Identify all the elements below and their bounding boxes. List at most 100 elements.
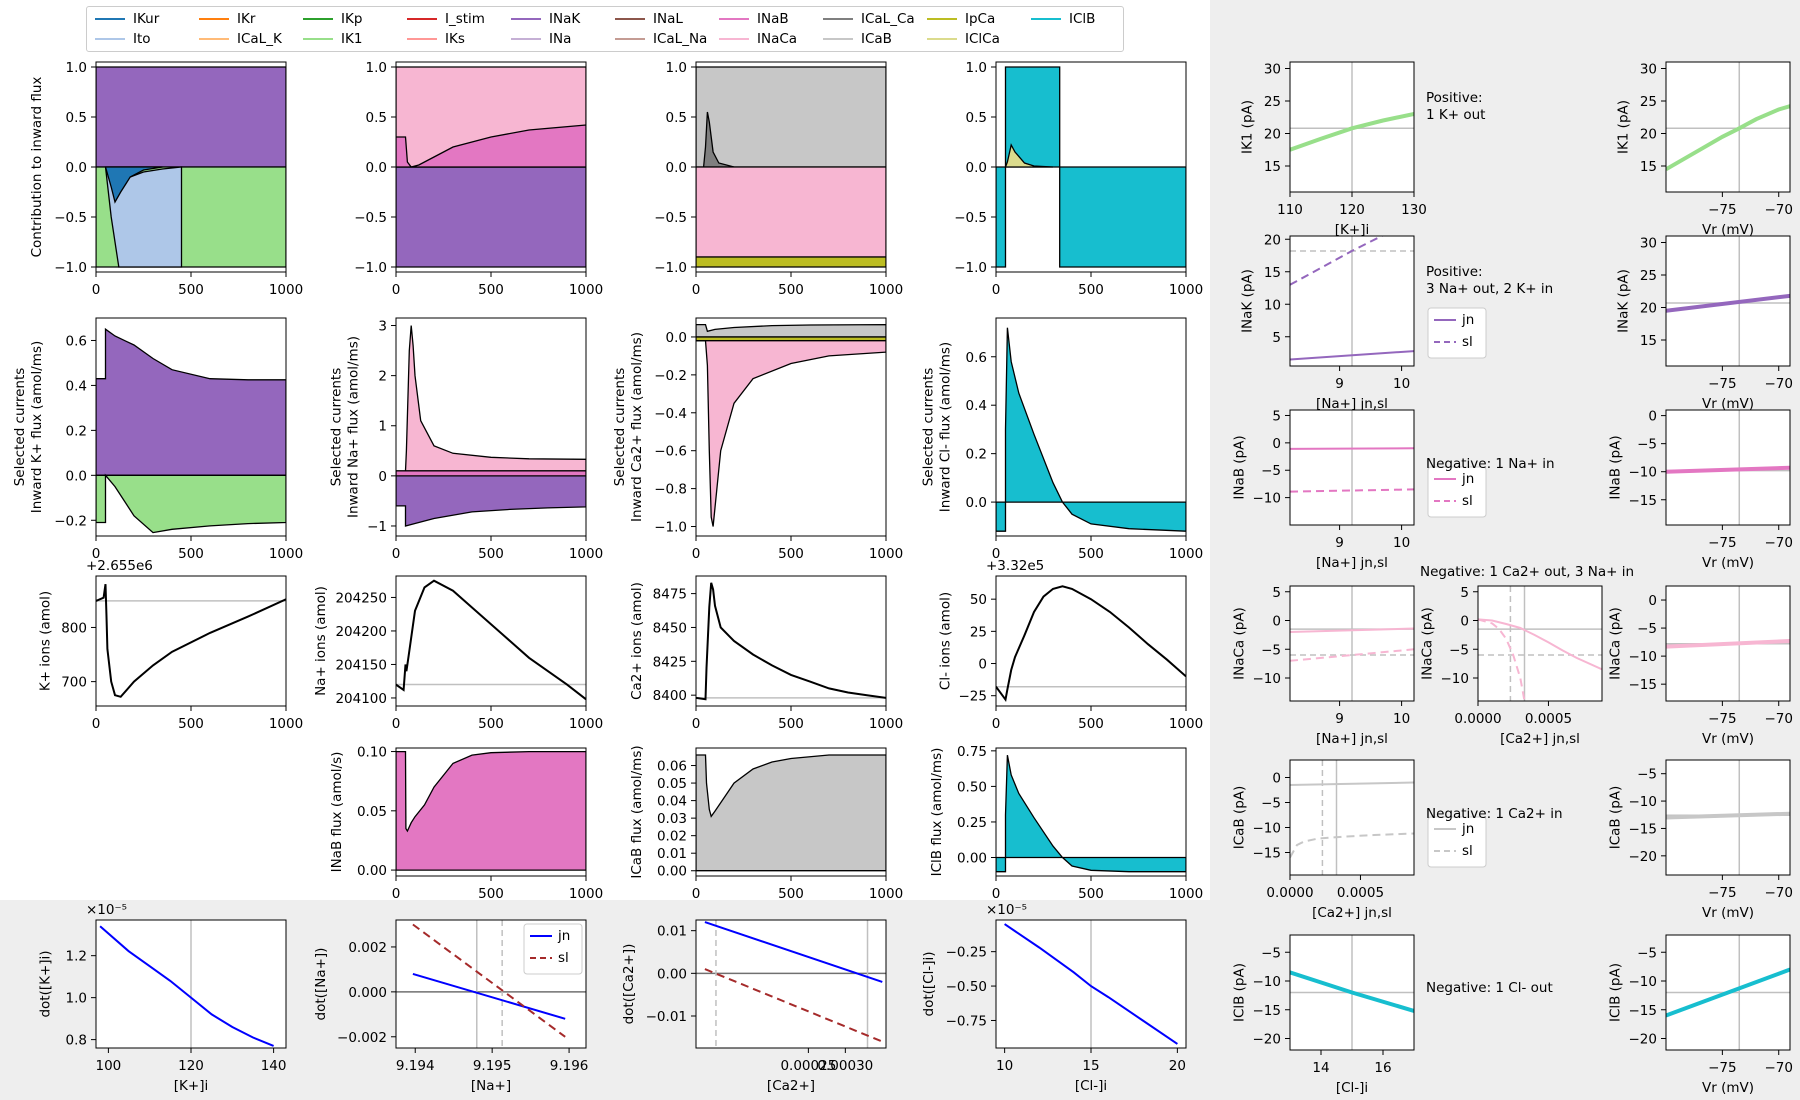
plot-content [1666, 586, 1790, 701]
y-tick-label: −1.0 [354, 260, 387, 276]
y-tick-label: 0 [1648, 409, 1657, 425]
y-tick-label: −1.0 [954, 260, 987, 276]
legend-label: sl [1462, 843, 1473, 859]
series-inab-area [396, 750, 586, 871]
plot-content [1004, 920, 1178, 1048]
y-axis-label: ICaB (pA) [1231, 786, 1247, 850]
y-axis-label: INaB flux (amol/s) [329, 752, 345, 873]
y-tick-label: 0.05 [657, 776, 687, 792]
y-tick-label: 8450 [653, 620, 687, 636]
y-tick-label: −1.0 [54, 260, 87, 276]
y-tick-label: 0.6 [66, 333, 87, 349]
series-sl-line [704, 968, 883, 1043]
x-tick-label: 120 [178, 1058, 204, 1074]
y-tick-label: 0.002 [348, 940, 387, 956]
chart-ik1-v: −75 −70 15 20 25 30 Vr (mV) IK1 (pA) [1616, 61, 1793, 238]
axes-frame [1665, 61, 1791, 193]
chart-icab-conc: 0.0000 0.0005 −15 −10 −5 0 [Ca2+] jn,sl ICaB (p… [1231, 759, 1487, 921]
x-tick-label: 9 [1335, 376, 1344, 392]
plot-content [996, 66, 1186, 268]
y-tick-label: 0.4 [66, 378, 87, 394]
chart-legend: jn sl [1427, 307, 1487, 359]
plot-content [1290, 935, 1414, 1050]
plot-content [1478, 586, 1602, 701]
y-tick-label: 10 [1264, 297, 1281, 313]
y-tick-label: 0.4 [966, 398, 987, 414]
y-tick-label: 0.2 [66, 423, 87, 439]
plot-content [1290, 236, 1414, 366]
y-tick-label: 5 [1272, 408, 1281, 424]
x-tick-label: 130 [1401, 202, 1427, 218]
plot-content [1290, 760, 1414, 875]
axes-frame [1289, 235, 1415, 367]
plot-content [96, 583, 286, 698]
x-axis-label: [Na+] jn,sl [1316, 555, 1388, 571]
series-sl-line [1290, 832, 1414, 858]
y-tick-label: −0.50 [946, 979, 987, 995]
y-tick-label: 0.0 [66, 468, 87, 484]
legend-label: I_stim [445, 11, 485, 27]
legend-entry-inaca: INaCa [719, 29, 797, 49]
series-jn-line [1290, 350, 1414, 361]
y-tick-label: 0 [1272, 614, 1281, 630]
axes-frame [1289, 934, 1415, 1051]
legend-label: sl [1462, 493, 1473, 509]
legend-swatch [407, 18, 437, 20]
chart-inaca-ca: 0.0000 0.0005 −10 −5 0 5 [Ca2+] jn,sl INaCa (pA… [1419, 585, 1603, 747]
y-tick-label: 25 [1640, 268, 1657, 284]
x-axis-label: Vr (mV) [1702, 1080, 1754, 1096]
chart-cl-flux: 0 500 1000 0.0 0.2 0.4 0.6 Selected currents Inw… [920, 317, 1203, 562]
legend-swatch [1031, 18, 1061, 20]
legend-label: sl [558, 950, 569, 966]
y-axis-label: Ca2+ ions (amol) [629, 582, 645, 700]
legend-swatch [303, 38, 333, 40]
legend-swatch [199, 38, 229, 40]
series-inak-area [396, 166, 586, 268]
plot-content [996, 327, 1186, 532]
y-tick-label: 0.06 [657, 759, 687, 775]
y-tick-label: −10 [1253, 821, 1282, 837]
y-tick-label: 0.03 [657, 811, 687, 827]
x-axis-label: Vr (mV) [1702, 396, 1754, 412]
y-tick-label: 700 [61, 675, 87, 691]
axes-frame [395, 919, 587, 1049]
x-tick-label: −70 [1764, 1060, 1793, 1076]
y-tick-label: −0.4 [654, 406, 687, 422]
y-tick-label: 15 [1640, 333, 1657, 349]
y-tick-label: 0.0 [366, 160, 387, 176]
y-tick-label: −15 [1253, 1003, 1282, 1019]
x-tick-label: −70 [1764, 885, 1793, 901]
y-tick-label: 5 [1272, 330, 1281, 346]
y-tick-label: 5 [1272, 585, 1281, 601]
y-axis-label: Selected currents [612, 368, 628, 487]
y-tick-label: 1 [378, 419, 387, 435]
y-tick-label: 0.02 [657, 829, 687, 845]
series-jn-line [412, 972, 566, 1020]
x-tick-label: 500 [778, 716, 804, 732]
x-tick-label: 0 [92, 716, 101, 732]
legend-label: INaL [653, 11, 683, 27]
y-axis-label: K+ ions (amol) [37, 591, 53, 691]
y-tick-label: −0.8 [654, 482, 687, 498]
legend-swatch [927, 18, 957, 20]
x-tick-label: 0 [392, 546, 401, 562]
y-axis-label: Inward K+ flux (amol/ms) [29, 341, 45, 514]
chart-dot-cl: 10 15 20 −0.75 −0.50 −0.25 [Cl-]i dot([Cl-]i) ×1… [921, 902, 1187, 1094]
series-jn-line [1478, 618, 1602, 671]
chart-inab-conc: 9 10 −10 −5 0 5 [Na+] jn,sl INaB (pA) jn sl [1231, 408, 1487, 571]
axes-frame [1665, 759, 1791, 876]
annotation-inaca: Negative: 1 Ca2+ out, 3 Na+ in [1420, 564, 1634, 580]
y-tick-label: 0.50 [957, 779, 987, 795]
chart-frac-cl: 0 500 1000 −1.0 −0.5 0.0 0.5 1.0 [954, 60, 1203, 298]
y-tick-label: −0.5 [654, 210, 687, 226]
y-tick-label: 0.000 [348, 985, 387, 1001]
x-tick-label: −70 [1764, 202, 1793, 218]
x-tick-label: 0 [992, 886, 1001, 902]
y-tick-label: −20 [1253, 1032, 1282, 1048]
y-tick-label: 0.00 [357, 863, 387, 879]
x-tick-label: 0 [992, 716, 1001, 732]
y-tick-label: 204250 [335, 590, 387, 606]
y-tick-label: −1 [367, 519, 387, 535]
y-tick-label: 0.0 [66, 160, 87, 176]
y-tick-label: 15 [1264, 159, 1281, 175]
